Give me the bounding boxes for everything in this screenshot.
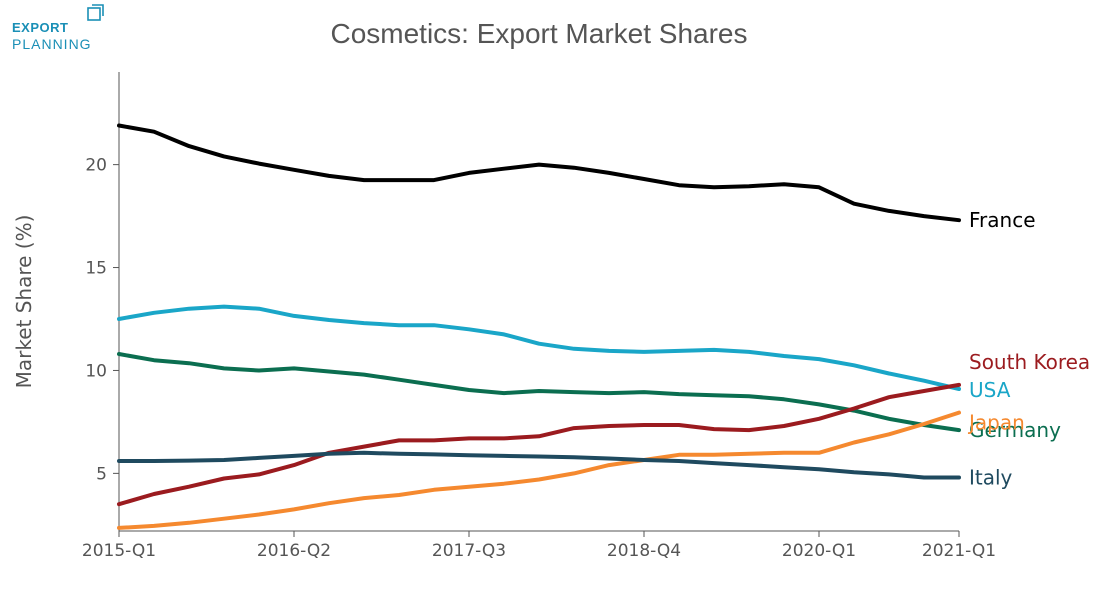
y-tick-label: 5: [96, 464, 107, 484]
series-label: South Korea: [969, 350, 1090, 374]
y-axis-label: Market Share (%): [12, 215, 36, 389]
y-tick-label: 10: [85, 361, 107, 381]
axes-group: 5 10 15 20 2015-Q1 2016-Q2 2017-Q3 2018-Q4 2020-…: [12, 72, 996, 561]
series-line: [117, 382, 961, 507]
x-tick-label: 2018-Q4: [607, 541, 681, 561]
series-line: [117, 410, 961, 530]
y-tick-label: 20: [85, 156, 107, 176]
series-label: France: [969, 208, 1036, 232]
x-tick-label: 2021-Q1: [922, 541, 996, 561]
series-label: USA: [969, 378, 1011, 402]
series-labels-group: France USA Germany South Korea Japan Italy: [967, 208, 1090, 489]
series-lines-group: [117, 123, 961, 530]
x-tick-label: 2020-Q1: [782, 541, 856, 561]
x-tick-label: 2015-Q1: [82, 541, 156, 561]
x-tick-label: 2016-Q2: [257, 541, 331, 561]
series-label: Italy: [969, 465, 1013, 489]
series-line: [117, 352, 961, 433]
y-tick-label: 15: [85, 259, 107, 279]
export-planning-logo: EXPORT PLANNING: [12, 4, 112, 56]
x-tick-label: 2017-Q3: [432, 541, 506, 561]
logo-square-icon: [87, 4, 104, 21]
logo-line1: EXPORT: [12, 20, 69, 35]
series-label: Germany: [969, 418, 1061, 442]
series-label: Japan: [967, 411, 1025, 435]
series-line: [117, 450, 961, 480]
chart-title: Cosmetics: Export Market Shares: [330, 18, 748, 49]
logo-line2: PLANNING: [12, 36, 92, 52]
series-line: [117, 123, 961, 223]
series-line: [117, 304, 961, 391]
